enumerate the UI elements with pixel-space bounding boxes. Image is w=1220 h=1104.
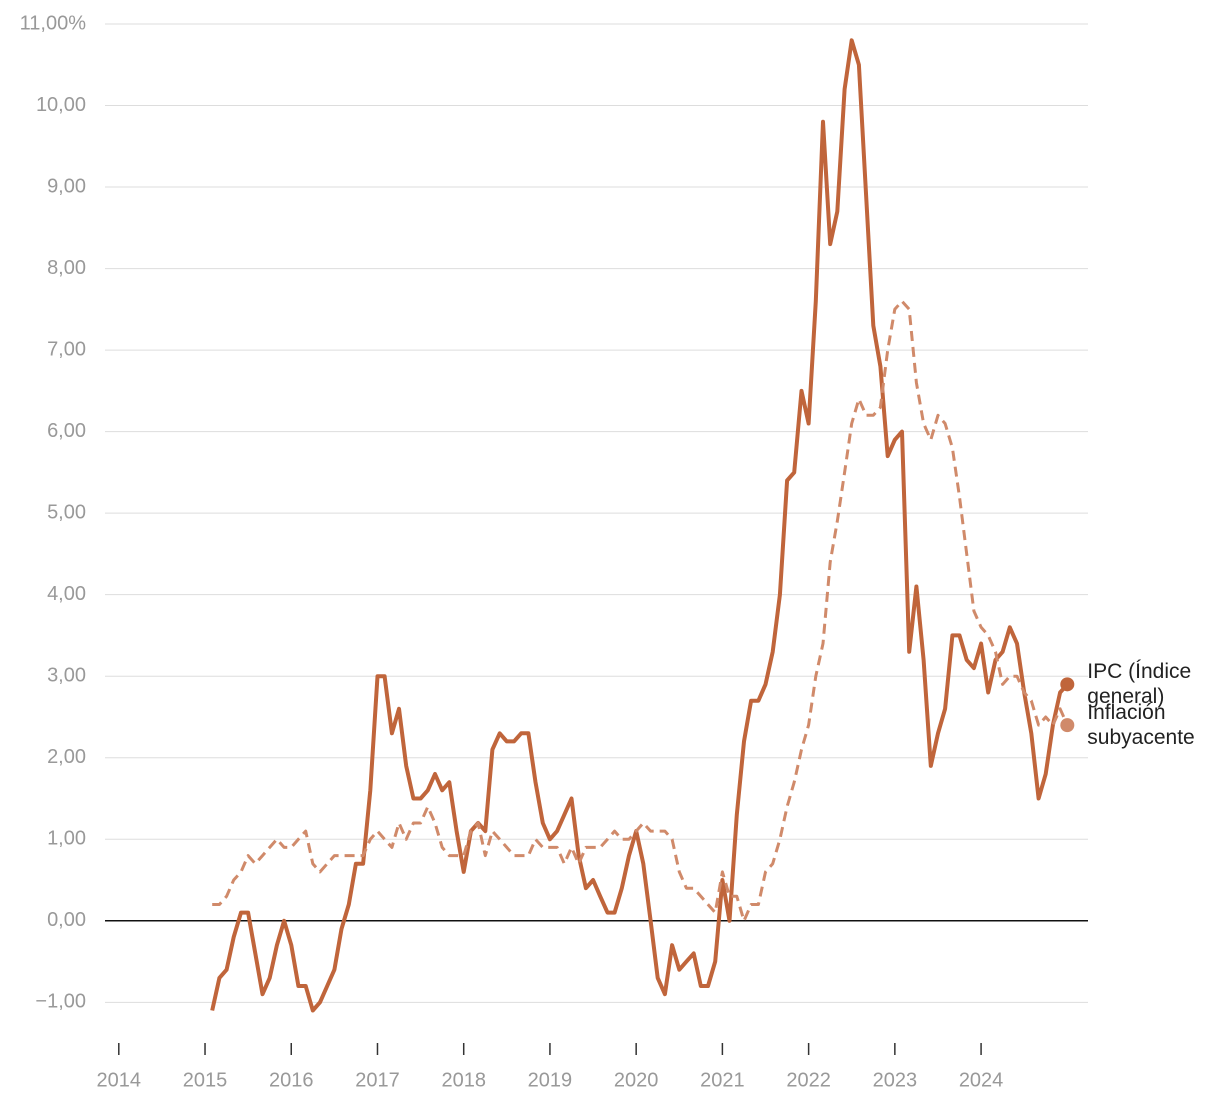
end-dot (1060, 718, 1075, 733)
legend-label: IPC (Índice general) (1087, 660, 1192, 709)
y-tick-label: −1,00 (35, 991, 86, 1013)
y-tick-label: 5,00 (47, 501, 86, 523)
x-tick-label: 2021 (700, 1069, 745, 1091)
series-line (210, 38, 1069, 1013)
y-tick-label: 2,00 (47, 746, 86, 768)
y-tick-label: 6,00 (47, 420, 86, 442)
x-tick-label: 2016 (269, 1069, 314, 1091)
y-tick-label: 11,00% (20, 12, 87, 34)
x-tick-label: 2018 (441, 1069, 486, 1091)
x-tick-label: 2015 (183, 1069, 228, 1091)
legend-label: Inflación subyacente (1087, 701, 1195, 750)
y-tick-label: 3,00 (47, 664, 86, 686)
x-tick-label: 2014 (97, 1069, 142, 1091)
x-tick-label: 2024 (959, 1069, 1004, 1091)
y-tick-label: 9,00 (47, 175, 86, 197)
y-tick-label: 7,00 (47, 338, 86, 360)
x-tick-label: 2020 (614, 1069, 659, 1091)
x-tick-label: 2019 (528, 1069, 573, 1091)
x-tick-label: 2023 (873, 1069, 918, 1091)
series-line (212, 299, 1069, 923)
y-tick-label: 0,00 (47, 909, 86, 931)
x-tick-label: 2022 (786, 1069, 831, 1091)
y-tick-label: 1,00 (47, 828, 86, 850)
x-tick-label: 2017 (355, 1069, 400, 1091)
y-tick-label: 4,00 (47, 583, 86, 605)
y-tick-label: 10,00 (36, 94, 86, 116)
y-tick-label: 8,00 (47, 257, 86, 279)
end-dot (1060, 677, 1075, 692)
